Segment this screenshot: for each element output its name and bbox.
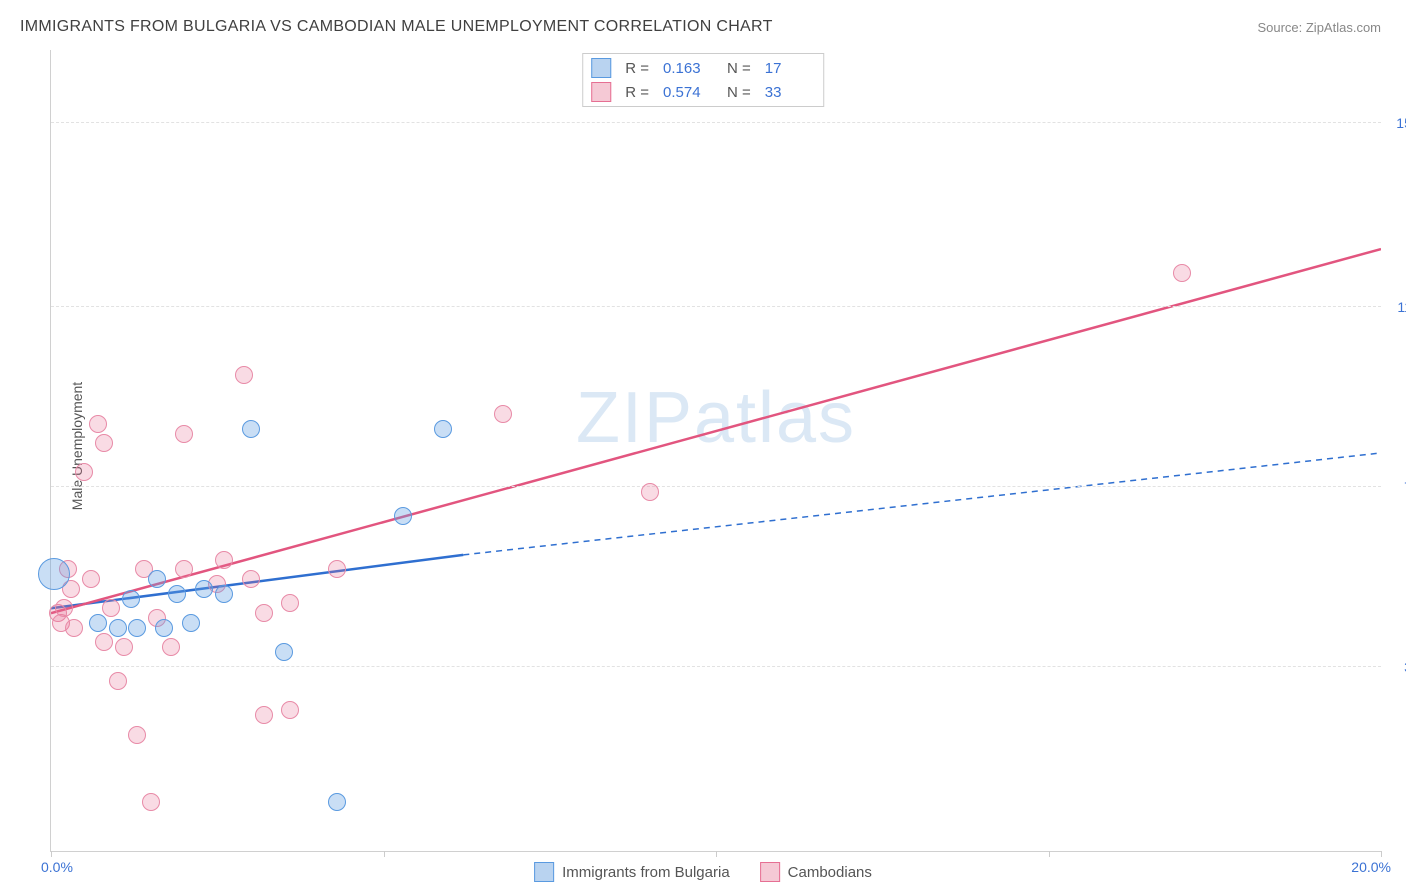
scatter-point bbox=[1173, 264, 1191, 282]
swatch-bulgaria-icon bbox=[534, 862, 554, 882]
scatter-point bbox=[75, 463, 93, 481]
scatter-point bbox=[122, 590, 140, 608]
n-value-bulgaria: 17 bbox=[765, 60, 815, 77]
y-tick-label: 7.5% bbox=[1386, 479, 1406, 495]
x-tick bbox=[51, 851, 52, 857]
scatter-point bbox=[148, 570, 166, 588]
scatter-point bbox=[494, 405, 512, 423]
legend-label-cambodians: Cambodians bbox=[788, 864, 872, 881]
scatter-point bbox=[175, 560, 193, 578]
swatch-bulgaria bbox=[591, 58, 611, 78]
scatter-point bbox=[89, 614, 107, 632]
scatter-point bbox=[65, 619, 83, 637]
gridline bbox=[51, 122, 1381, 123]
swatch-cambodians bbox=[591, 82, 611, 102]
r-label: R = bbox=[625, 60, 649, 77]
x-tick-max: 20.0% bbox=[1351, 859, 1391, 875]
scatter-point bbox=[109, 672, 127, 690]
scatter-point bbox=[641, 483, 659, 501]
x-tick bbox=[716, 851, 717, 857]
scatter-point bbox=[195, 580, 213, 598]
series-legend: Immigrants from Bulgaria Cambodians bbox=[534, 862, 872, 882]
scatter-point bbox=[215, 585, 233, 603]
scatter-point bbox=[115, 638, 133, 656]
source-label: Source: ZipAtlas.com bbox=[1257, 20, 1381, 35]
scatter-point bbox=[95, 633, 113, 651]
scatter-point bbox=[235, 366, 253, 384]
chart-title: IMMIGRANTS FROM BULGARIA VS CAMBODIAN MA… bbox=[20, 18, 773, 36]
scatter-point bbox=[175, 425, 193, 443]
scatter-point bbox=[242, 570, 260, 588]
legend-label-bulgaria: Immigrants from Bulgaria bbox=[562, 864, 730, 881]
scatter-point bbox=[215, 551, 233, 569]
n-label: N = bbox=[727, 84, 751, 101]
legend-row-bulgaria: R = 0.163 N = 17 bbox=[591, 56, 815, 80]
legend-row-cambodians: R = 0.574 N = 33 bbox=[591, 80, 815, 104]
scatter-point bbox=[142, 793, 160, 811]
x-tick-min: 0.0% bbox=[41, 859, 73, 875]
legend-item-cambodians: Cambodians bbox=[760, 862, 872, 882]
r-label: R = bbox=[625, 84, 649, 101]
scatter-point bbox=[128, 619, 146, 637]
scatter-point bbox=[182, 614, 200, 632]
scatter-point bbox=[82, 570, 100, 588]
gridline bbox=[51, 666, 1381, 667]
y-tick-label: 3.8% bbox=[1386, 659, 1406, 675]
scatter-point bbox=[168, 585, 186, 603]
scatter-point bbox=[128, 726, 146, 744]
scatter-point bbox=[89, 415, 107, 433]
chart-plot-area: ZIPatlas 0.0% 20.0% 3.8%7.5%11.2%15.0% bbox=[50, 50, 1381, 852]
scatter-point bbox=[328, 560, 346, 578]
scatter-point bbox=[434, 420, 452, 438]
scatter-point bbox=[255, 604, 273, 622]
scatter-point bbox=[102, 599, 120, 617]
r-value-bulgaria: 0.163 bbox=[663, 60, 713, 77]
scatter-point bbox=[55, 599, 73, 617]
x-tick bbox=[1381, 851, 1382, 857]
scatter-point bbox=[281, 594, 299, 612]
scatter-point bbox=[162, 638, 180, 656]
swatch-cambodians-icon bbox=[760, 862, 780, 882]
scatter-point bbox=[155, 619, 173, 637]
x-tick bbox=[384, 851, 385, 857]
trend-lines-layer bbox=[51, 50, 1381, 851]
scatter-point bbox=[242, 420, 260, 438]
watermark-text: ZIPatlas bbox=[576, 377, 856, 459]
scatter-point bbox=[281, 701, 299, 719]
y-tick-label: 15.0% bbox=[1386, 115, 1406, 131]
scatter-point bbox=[328, 793, 346, 811]
correlation-legend: R = 0.163 N = 17 R = 0.574 N = 33 bbox=[582, 53, 824, 107]
gridline bbox=[51, 306, 1381, 307]
scatter-point bbox=[38, 558, 70, 590]
scatter-point bbox=[109, 619, 127, 637]
n-value-cambodians: 33 bbox=[765, 84, 815, 101]
scatter-point bbox=[255, 706, 273, 724]
gridline bbox=[51, 486, 1381, 487]
r-value-cambodians: 0.574 bbox=[663, 84, 713, 101]
legend-item-bulgaria: Immigrants from Bulgaria bbox=[534, 862, 730, 882]
x-tick bbox=[1049, 851, 1050, 857]
scatter-point bbox=[95, 434, 113, 452]
n-label: N = bbox=[727, 60, 751, 77]
scatter-point bbox=[275, 643, 293, 661]
y-tick-label: 11.2% bbox=[1386, 299, 1406, 315]
scatter-point bbox=[394, 507, 412, 525]
